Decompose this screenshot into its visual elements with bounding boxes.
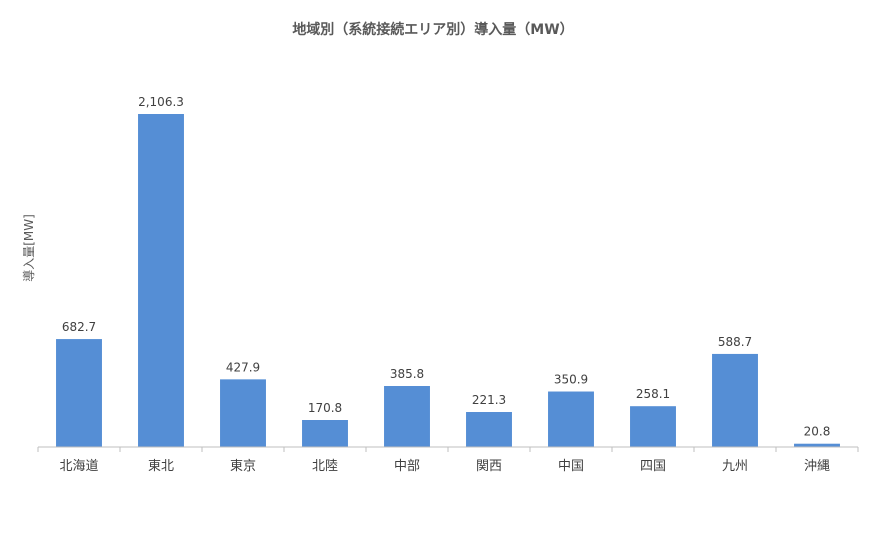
bar[interactable] [138,114,184,447]
bar[interactable] [630,406,676,447]
bars-layer [56,114,840,447]
chart-title: 地域別（系統接続エリア別）導入量（MW） [292,21,573,38]
x-ticks-layer [37,447,859,452]
bar[interactable] [220,379,266,447]
category-labels-layer: 北海道 東北 東京 北陸 中部 関西 中国 四国 九州 沖縄 [59,458,830,474]
bar[interactable] [548,391,594,447]
data-label: 258.1 [636,387,670,401]
data-label: 682.7 [62,320,96,334]
category-label: 九州 [722,459,748,474]
category-label: 沖縄 [804,459,830,474]
bar[interactable] [302,420,348,447]
bar[interactable] [384,386,430,447]
y-axis-label: 導入量[MW] [22,214,36,282]
data-label: 2,106.3 [138,95,184,109]
category-label: 関西 [476,459,502,474]
bar[interactable] [794,443,840,447]
data-label: 427.9 [226,360,260,374]
data-label: 20.8 [804,425,831,439]
category-label: 北陸 [312,458,338,474]
bar[interactable] [712,353,758,447]
category-label: 四国 [640,459,666,474]
category-label: 東京 [230,458,256,474]
data-label: 588.7 [718,335,752,349]
category-label: 中部 [394,459,420,474]
data-label: 170.8 [308,401,342,415]
category-label: 中国 [558,459,584,474]
bar[interactable] [466,412,512,447]
data-labels-layer: 682.7 2,106.3 427.9 170.8 385.8 221.3 350.9 258… [62,95,831,439]
bar[interactable] [56,339,102,447]
data-label: 221.3 [472,393,506,407]
category-label: 東北 [148,458,174,474]
data-label: 350.9 [554,373,588,387]
data-label: 385.8 [390,367,424,381]
category-label: 北海道 [59,459,98,474]
